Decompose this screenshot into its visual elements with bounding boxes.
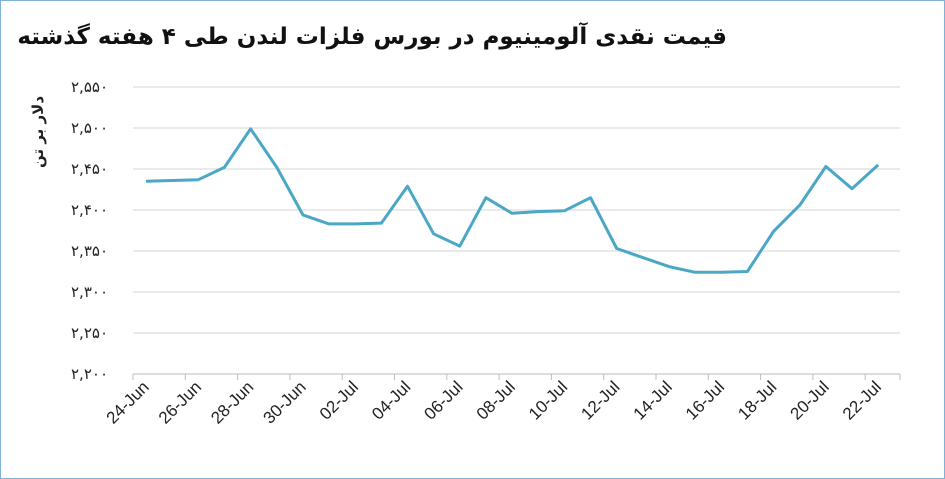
x-tick-label-16-Jul: 16-Jul bbox=[682, 377, 728, 423]
x-tick-label-28-Jun: 28-Jun bbox=[207, 377, 257, 427]
x-tick-label-18-Jul: 18-Jul bbox=[734, 377, 780, 423]
y-tick-label-2500: ۲,۵۰۰ bbox=[71, 119, 108, 137]
y-tick-label-2350: ۲,۳۵۰ bbox=[71, 242, 108, 260]
x-tick-label-26-Jun: 26-Jun bbox=[155, 377, 205, 427]
x-tick-labels: 24-Jun 26-Jun 28-Jun 30-Jun 02-Jul 04-Jul 06-J… bbox=[103, 377, 885, 427]
x-tick-label-06-Jul: 06-Jul bbox=[420, 377, 466, 423]
y-tick-label-2200: ۲,۲۰۰ bbox=[71, 365, 108, 383]
x-tick-label-10-Jul: 10-Jul bbox=[525, 377, 571, 423]
chart-title: قیمت نقدی آلومینیوم در بورس فلزات لندن ط… bbox=[17, 24, 727, 50]
y-tick-label-2450: ۲,۴۵۰ bbox=[71, 160, 108, 178]
y-tick-label-2550: ۲,۵۵۰ bbox=[71, 78, 108, 96]
x-tick-label-22-Jul: 22-Jul bbox=[839, 377, 885, 423]
x-tick-label-02-Jul: 02-Jul bbox=[316, 377, 362, 423]
gridlines bbox=[132, 86, 901, 380]
x-tick-label-12-Jul: 12-Jul bbox=[577, 377, 623, 423]
x-tick-label-20-Jul: 20-Jul bbox=[787, 377, 833, 423]
x-tick-label-30-Jun: 30-Jun bbox=[260, 377, 310, 427]
x-tick-label-24-Jun: 24-Jun bbox=[103, 377, 153, 427]
series-line-group bbox=[145, 127, 880, 274]
y-tick-label-2400: ۲,۴۰۰ bbox=[71, 201, 108, 219]
y-tick-label-2250: ۲,۲۵۰ bbox=[71, 324, 108, 342]
y-tick-labels: ۲,۲۰۰ ۲,۲۵۰ ۲,۳۰۰ ۲,۳۵۰ ۲,۴۰۰ ۲,۴۵۰ ۲,۵۰۰ ۲,۵۵۰ bbox=[71, 78, 108, 383]
x-tick-label-14-Jul: 14-Jul bbox=[630, 377, 676, 423]
x-tick-label-08-Jul: 08-Jul bbox=[473, 377, 519, 423]
y-tick-label-2300: ۲,۳۰۰ bbox=[71, 283, 108, 301]
x-tick-label-04-Jul: 04-Jul bbox=[368, 377, 414, 423]
